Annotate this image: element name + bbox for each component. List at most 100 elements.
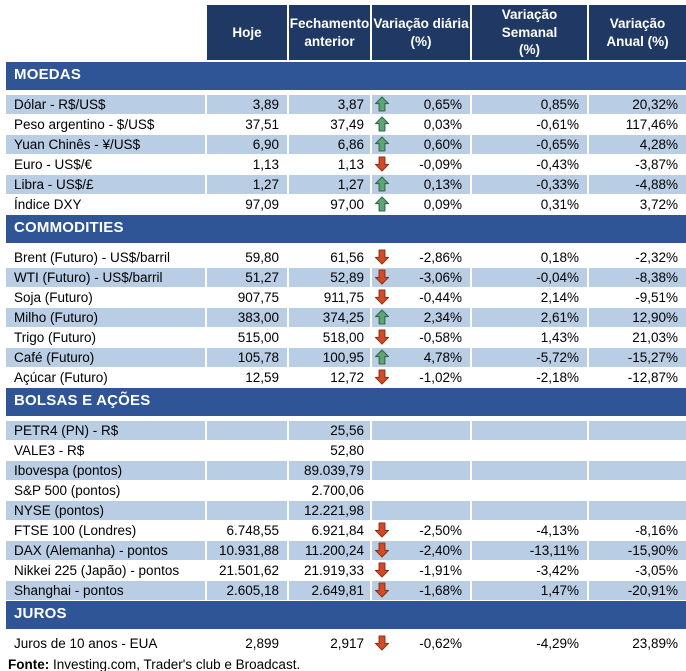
row-label: Libra - US$/£ (6, 175, 205, 194)
row-label: Dólar - R$/US$ (6, 95, 205, 114)
cell-annual (587, 501, 686, 520)
cell-daily: -3,06% (370, 268, 470, 287)
cell-daily-value: 0,09% (423, 197, 462, 212)
cell-prev: 97,00 (287, 195, 370, 214)
cell-daily: -1,02% (370, 368, 470, 387)
cell-weekly: -4,29% (470, 634, 587, 653)
cell-annual: -4,88% (587, 175, 686, 194)
cell-prev: 2.649,81 (287, 581, 370, 600)
cell-daily-value: 0,60% (423, 137, 462, 152)
table-row: Ibovespa (pontos) 89.039,79 (6, 461, 686, 480)
cell-daily: -1,68% (370, 581, 470, 600)
row-label: NYSE (pontos) (6, 501, 205, 520)
cell-hoje: 3,89 (205, 95, 287, 114)
cell-weekly: -0,65% (470, 135, 587, 154)
cell-daily: 2,34% (370, 308, 470, 327)
cell-prev: 89.039,79 (287, 461, 370, 480)
cell-hoje: 6,90 (205, 135, 287, 154)
section-rows: Juros de 10 anos - EUA 2,899 2,917 -0,62% -4… (6, 634, 686, 653)
cell-hoje: 59,80 (205, 248, 287, 267)
cell-hoje: 12,59 (205, 368, 287, 387)
row-label: Milho (Futuro) (6, 308, 205, 327)
row-label: Shanghai - pontos (6, 581, 205, 600)
cell-annual: -15,27% (587, 348, 686, 367)
table-row: Peso argentino - $/US$ 37,51 37,49 0,03% -0,… (6, 115, 686, 134)
column-header-hoje: Hoje (205, 5, 287, 60)
row-label: Euro - US$/€ (6, 155, 205, 174)
source-text: Investing.com, Trader's club e Broadcast… (49, 657, 301, 671)
cell-prev: 11.200,24 (287, 541, 370, 560)
cell-daily (370, 481, 470, 500)
cell-annual: -2,32% (587, 248, 686, 267)
column-header-row: Hoje Fechamento anterior Variação diária… (6, 5, 686, 60)
cell-hoje: 21.501,62 (205, 561, 287, 580)
cell-annual (587, 461, 686, 480)
table-row: Juros de 10 anos - EUA 2,899 2,917 -0,62% -4… (6, 634, 686, 653)
cell-weekly: -0,04% (470, 268, 587, 287)
cell-hoje: 51,27 (205, 268, 287, 287)
row-label: Ibovespa (pontos) (6, 461, 205, 480)
cell-daily: 0,03% (370, 115, 470, 134)
cell-daily-value: -0,09% (419, 157, 462, 172)
cell-daily: -0,44% (370, 288, 470, 307)
cell-prev: 25,56 (287, 421, 370, 440)
cell-annual: -12,87% (587, 368, 686, 387)
cell-weekly (470, 441, 587, 460)
cell-annual (587, 481, 686, 500)
cell-weekly: 2,61% (470, 308, 587, 327)
table-row: Milho (Futuro) 383,00 374,25 2,34% 2,61% 12,9… (6, 308, 686, 327)
cell-daily-value: -2,50% (419, 523, 462, 538)
cell-hoje: 383,00 (205, 308, 287, 327)
cell-prev: 100,95 (287, 348, 370, 367)
cell-weekly (470, 461, 587, 480)
cell-daily-value: 0,13% (423, 177, 462, 192)
table-row: Açúcar (Futuro) 12,59 12,72 -1,02% -2,18% -12… (6, 368, 686, 387)
cell-hoje: 515,00 (205, 328, 287, 347)
cell-annual: -8,16% (587, 521, 686, 540)
cell-daily-value: 4,78% (423, 350, 462, 365)
table-row: Índice DXY 97,09 97,00 0,09% 0,31% 3,72% (6, 195, 686, 214)
cell-daily: -2,40% (370, 541, 470, 560)
cell-weekly: 0,18% (470, 248, 587, 267)
cell-annual: -3,05% (587, 561, 686, 580)
table-row: Brent (Futuro) - US$/barril 59,80 61,56 -2,… (6, 248, 686, 267)
row-label: Índice DXY (6, 195, 205, 214)
row-label: Juros de 10 anos - EUA (6, 634, 205, 653)
row-label: Nikkei 225 (Japão) - pontos (6, 561, 205, 580)
cell-annual (587, 421, 686, 440)
cell-hoje: 1,27 (205, 175, 287, 194)
cell-annual: -20,91% (587, 581, 686, 600)
cell-daily: 0,09% (370, 195, 470, 214)
cell-prev: 52,80 (287, 441, 370, 460)
cell-weekly: -4,13% (470, 521, 587, 540)
cell-daily: -0,62% (370, 634, 470, 653)
cell-weekly: -13,11% (470, 541, 587, 560)
row-label: Trigo (Futuro) (6, 328, 205, 347)
table-row: Shanghai - pontos 2.605,18 2.649,81 -1,68% 1… (6, 581, 686, 600)
cell-daily-value: 0,65% (423, 97, 462, 112)
row-label: FTSE 100 (Londres) (6, 521, 205, 540)
section-rows: Dólar - R$/US$ 3,89 3,87 0,65% 0,85% 20,32% Pe… (6, 95, 686, 214)
section-header: BOLSAS E AÇÕES (6, 388, 686, 416)
cell-hoje: 105,78 (205, 348, 287, 367)
row-label: S&P 500 (pontos) (6, 481, 205, 500)
cell-daily (370, 441, 470, 460)
cell-prev: 3,87 (287, 95, 370, 114)
cell-annual: 3,72% (587, 195, 686, 214)
table-row: Nikkei 225 (Japão) - pontos 21.501,62 21.9… (6, 561, 686, 580)
cell-weekly: 1,47% (470, 581, 587, 600)
cell-daily: -2,86% (370, 248, 470, 267)
row-label: Yuan Chinês - ¥/US$ (6, 135, 205, 154)
cell-weekly: 0,31% (470, 195, 587, 214)
cell-daily (370, 421, 470, 440)
cell-daily: 0,60% (370, 135, 470, 154)
table-row: Café (Futuro) 105,78 100,95 4,78% -5,72% -15,… (6, 348, 686, 367)
cell-weekly: -0,61% (470, 115, 587, 134)
table-row: VALE3 - R$ 52,80 (6, 441, 686, 460)
cell-hoje: 6.748,55 (205, 521, 287, 540)
cell-weekly: 1,43% (470, 328, 587, 347)
cell-daily: 0,65% (370, 95, 470, 114)
cell-annual: 23,89% (587, 634, 686, 653)
cell-daily-value: -0,62% (419, 636, 462, 651)
cell-daily: -0,58% (370, 328, 470, 347)
